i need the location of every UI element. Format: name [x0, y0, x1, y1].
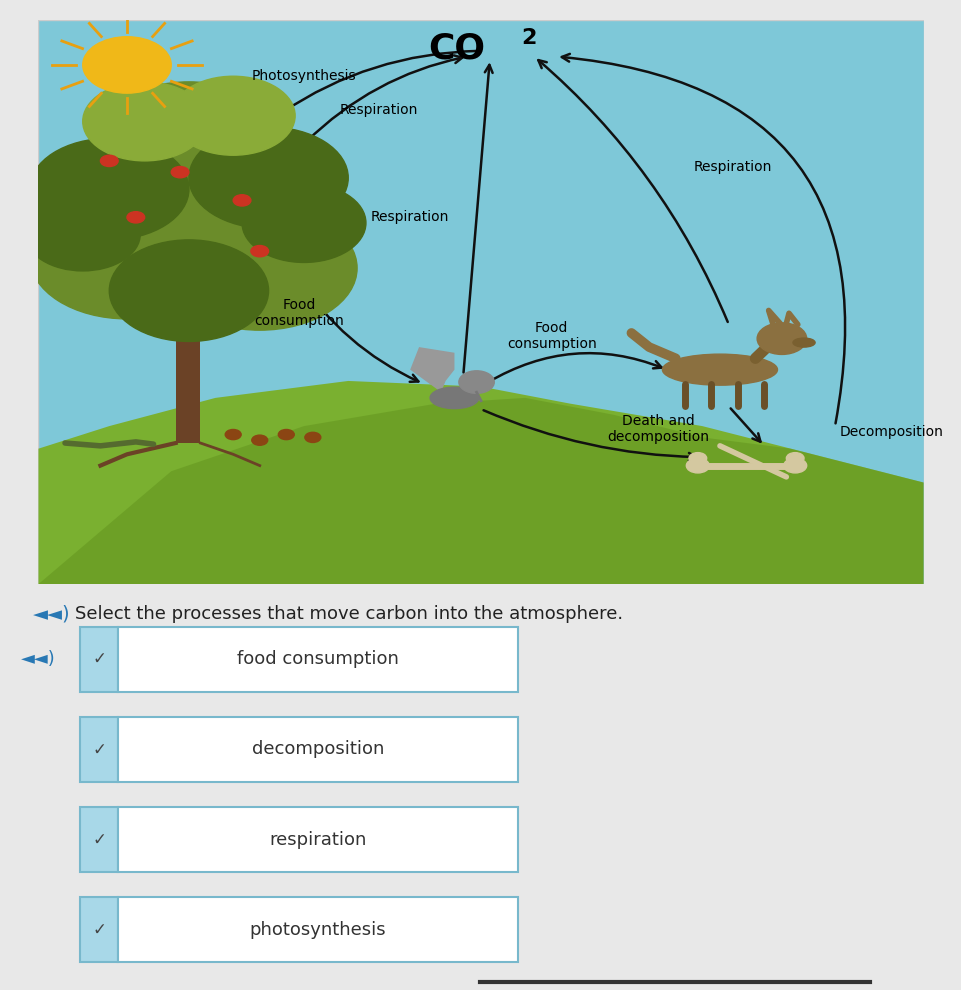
Circle shape	[785, 452, 803, 464]
FancyBboxPatch shape	[80, 627, 118, 692]
Text: ✓: ✓	[92, 831, 106, 848]
Circle shape	[225, 430, 241, 440]
Circle shape	[688, 452, 706, 464]
Text: Respiration: Respiration	[693, 159, 771, 173]
Text: ✓: ✓	[92, 741, 106, 758]
Text: photosynthesis: photosynthesis	[250, 921, 386, 939]
Text: Respiration: Respiration	[371, 210, 449, 225]
FancyBboxPatch shape	[80, 807, 118, 872]
Text: Food
consumption: Food consumption	[255, 298, 344, 329]
FancyBboxPatch shape	[38, 20, 923, 584]
Ellipse shape	[430, 387, 479, 409]
Circle shape	[162, 206, 357, 331]
Text: 2: 2	[520, 28, 535, 48]
Circle shape	[278, 430, 294, 440]
Polygon shape	[38, 381, 923, 584]
Circle shape	[233, 195, 251, 206]
Circle shape	[251, 246, 268, 256]
Circle shape	[756, 323, 806, 354]
Polygon shape	[409, 347, 454, 392]
Text: Respiration: Respiration	[339, 103, 417, 117]
Circle shape	[685, 458, 708, 473]
Ellipse shape	[662, 354, 776, 385]
Circle shape	[56, 116, 321, 285]
FancyBboxPatch shape	[118, 627, 517, 692]
Circle shape	[188, 127, 348, 229]
Circle shape	[91, 82, 286, 206]
Circle shape	[171, 76, 295, 155]
FancyBboxPatch shape	[118, 717, 517, 782]
Text: Photosynthesis: Photosynthesis	[252, 69, 356, 83]
FancyBboxPatch shape	[80, 897, 118, 962]
Text: Select the processes that move carbon into the atmosphere.: Select the processes that move carbon in…	[75, 605, 623, 623]
Text: ✓: ✓	[92, 650, 106, 668]
Circle shape	[100, 155, 118, 166]
Text: food consumption: food consumption	[236, 650, 399, 668]
Text: decomposition: decomposition	[252, 741, 383, 758]
Circle shape	[30, 139, 188, 240]
Text: Death and
decomposition: Death and decomposition	[606, 414, 708, 445]
Circle shape	[252, 436, 267, 446]
Circle shape	[127, 212, 144, 223]
Text: Decomposition: Decomposition	[839, 425, 943, 439]
Text: CO: CO	[428, 31, 485, 65]
Circle shape	[83, 82, 207, 160]
FancyBboxPatch shape	[118, 897, 517, 962]
Text: ◄◄): ◄◄)	[33, 605, 71, 624]
Circle shape	[305, 433, 320, 443]
Circle shape	[110, 240, 268, 342]
Text: Food
consumption: Food consumption	[506, 321, 596, 350]
Circle shape	[242, 183, 365, 262]
Circle shape	[171, 166, 188, 178]
Circle shape	[458, 371, 494, 393]
Circle shape	[25, 198, 140, 271]
Text: ◄◄): ◄◄)	[20, 650, 56, 668]
Text: respiration: respiration	[269, 831, 366, 848]
Circle shape	[83, 37, 171, 93]
Circle shape	[783, 458, 806, 473]
Bar	[176, 302, 200, 444]
Circle shape	[30, 195, 224, 319]
Ellipse shape	[792, 338, 814, 347]
FancyBboxPatch shape	[118, 807, 517, 872]
Text: ✓: ✓	[92, 921, 106, 939]
Polygon shape	[38, 398, 923, 584]
FancyBboxPatch shape	[80, 717, 118, 782]
